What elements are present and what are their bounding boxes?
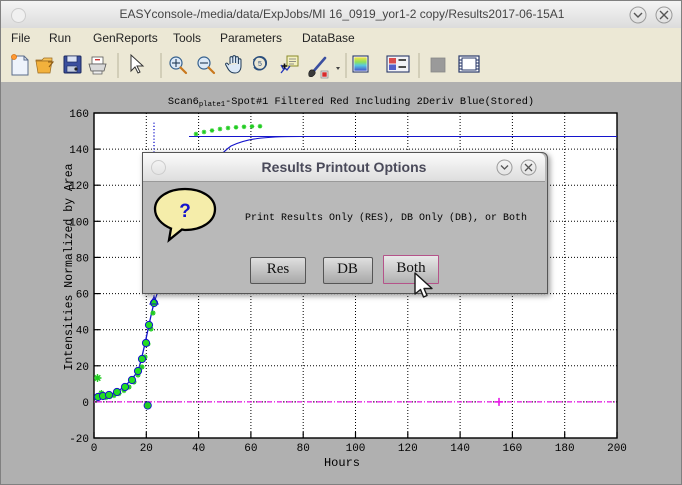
svg-text:0: 0 xyxy=(82,398,89,410)
svg-text:140: 140 xyxy=(450,443,470,455)
svg-text:40: 40 xyxy=(192,443,205,455)
svg-text:20: 20 xyxy=(140,443,153,455)
svg-text:5: 5 xyxy=(258,61,262,68)
svg-text:200: 200 xyxy=(607,443,627,455)
svg-text:180: 180 xyxy=(555,443,575,455)
svg-text:80: 80 xyxy=(297,443,310,455)
svg-text:40: 40 xyxy=(76,326,89,338)
svg-text:80: 80 xyxy=(76,253,89,265)
svg-text:20: 20 xyxy=(76,362,89,374)
svg-text:160: 160 xyxy=(69,109,89,121)
svg-text:0: 0 xyxy=(91,443,98,455)
svg-text:160: 160 xyxy=(502,443,522,455)
svg-text:100: 100 xyxy=(346,443,366,455)
svg-text:120: 120 xyxy=(398,443,418,455)
svg-text:140: 140 xyxy=(69,145,89,157)
svg-text:120: 120 xyxy=(69,181,89,193)
svg-text:100: 100 xyxy=(69,217,89,229)
svg-text:?: ? xyxy=(179,201,191,222)
svg-text:60: 60 xyxy=(244,443,257,455)
svg-text:60: 60 xyxy=(76,290,89,302)
svg-text:-20: -20 xyxy=(69,434,89,446)
